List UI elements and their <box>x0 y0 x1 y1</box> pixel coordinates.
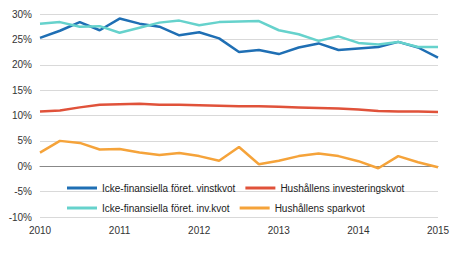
svg-text:15%: 15% <box>12 85 32 96</box>
svg-text:-5%: -5% <box>14 186 32 197</box>
svg-text:10%: 10% <box>12 110 32 121</box>
svg-text:Icke-finansiella föret. vinstk: Icke-finansiella föret. vinstkvot <box>102 183 236 194</box>
svg-text:2011: 2011 <box>109 225 131 236</box>
svg-text:25%: 25% <box>12 34 32 45</box>
svg-text:2010: 2010 <box>29 225 52 236</box>
svg-text:-10%: -10% <box>9 212 32 223</box>
svg-text:2014: 2014 <box>347 225 370 236</box>
svg-text:2013: 2013 <box>268 225 291 236</box>
svg-text:2015: 2015 <box>427 225 450 236</box>
svg-text:20%: 20% <box>12 59 32 70</box>
svg-text:Hushållens investeringskvot: Hushållens investeringskvot <box>280 183 404 194</box>
svg-text:5%: 5% <box>18 135 33 146</box>
svg-text:0%: 0% <box>18 161 33 172</box>
svg-text:Icke-finansiella föret. inv.kv: Icke-finansiella föret. inv.kvot <box>102 203 230 214</box>
svg-text:30%: 30% <box>12 9 32 20</box>
svg-text:2012: 2012 <box>188 225 211 236</box>
svg-text:Hushållens sparkvot: Hushållens sparkvot <box>275 203 365 214</box>
